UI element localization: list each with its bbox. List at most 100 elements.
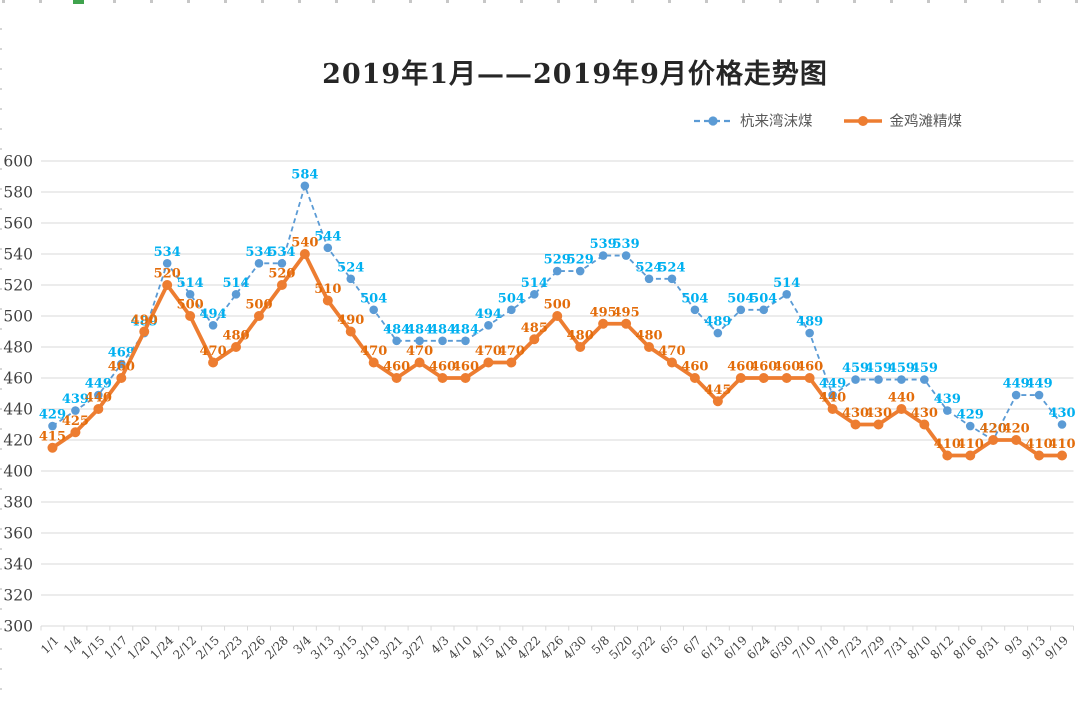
data-point-marker[interactable] — [759, 305, 769, 315]
data-point-marker[interactable] — [965, 450, 976, 461]
data-point-marker[interactable] — [690, 305, 700, 315]
data-point-marker[interactable] — [415, 336, 424, 346]
data-point-marker[interactable] — [369, 305, 378, 315]
data-point-marker[interactable] — [208, 321, 218, 330]
data-point-marker[interactable] — [346, 274, 356, 284]
data-point-marker[interactable] — [300, 181, 310, 191]
data-point-marker[interactable] — [345, 326, 356, 337]
data-point-label: 439 — [62, 392, 89, 407]
data-point-marker[interactable] — [575, 342, 586, 352]
data-point-marker[interactable] — [621, 251, 631, 260]
data-point-marker[interactable] — [47, 442, 58, 453]
data-point-marker[interactable] — [1011, 390, 1021, 400]
data-point-marker[interactable] — [437, 373, 448, 383]
data-point-marker[interactable] — [712, 396, 723, 407]
data-point-marker[interactable] — [276, 280, 287, 290]
data-point-marker[interactable] — [483, 357, 494, 368]
data-point-marker[interactable] — [851, 375, 860, 384]
data-point-marker[interactable] — [322, 295, 333, 306]
data-point-marker[interactable] — [689, 373, 700, 383]
data-point-marker[interactable] — [116, 373, 127, 383]
data-point-marker[interactable] — [391, 373, 402, 383]
data-point-marker[interactable] — [139, 326, 150, 337]
data-point-marker[interactable] — [185, 311, 196, 321]
data-point-marker[interactable] — [461, 336, 470, 346]
data-point-marker[interactable] — [368, 357, 379, 368]
data-point-label: 534 — [268, 245, 295, 260]
x-axis-label: 7/18 — [813, 633, 842, 662]
data-point-marker[interactable] — [965, 421, 975, 431]
data-point-marker[interactable] — [254, 259, 264, 268]
data-point-marker[interactable] — [919, 419, 930, 430]
data-point-marker[interactable] — [94, 390, 103, 400]
data-point-marker[interactable] — [392, 336, 401, 346]
data-point-marker[interactable] — [507, 305, 516, 315]
data-point-marker[interactable] — [781, 373, 792, 383]
data-point-marker[interactable] — [805, 328, 814, 338]
data-point-marker[interactable] — [71, 406, 80, 415]
data-point-marker[interactable] — [323, 243, 333, 253]
data-point-marker[interactable] — [1057, 420, 1067, 429]
data-point-marker[interactable] — [736, 305, 746, 315]
data-point-marker[interactable] — [460, 373, 471, 383]
data-point-marker[interactable] — [827, 404, 838, 414]
data-point-marker[interactable] — [850, 419, 861, 430]
data-point-marker[interactable] — [758, 373, 769, 383]
data-point-marker[interactable] — [988, 435, 999, 445]
data-point-label: 429 — [957, 408, 984, 423]
data-point-marker[interactable] — [1034, 390, 1044, 400]
data-point-marker[interactable] — [1034, 450, 1045, 461]
data-point-marker[interactable] — [299, 249, 310, 259]
data-point-marker[interactable] — [598, 318, 609, 329]
data-point-marker[interactable] — [1057, 450, 1068, 461]
data-point-marker[interactable] — [530, 290, 539, 299]
data-point-marker[interactable] — [598, 251, 608, 260]
data-point-marker[interactable] — [644, 274, 654, 284]
data-point-marker[interactable] — [666, 357, 677, 368]
data-point-marker[interactable] — [804, 373, 815, 383]
data-point-marker[interactable] — [874, 375, 883, 384]
data-point-marker[interactable] — [896, 404, 907, 414]
data-point-marker[interactable] — [231, 290, 241, 299]
data-point-marker[interactable] — [506, 357, 517, 368]
data-point-marker[interactable] — [575, 266, 585, 276]
data-point-marker[interactable] — [162, 259, 172, 268]
legend-item-series1[interactable]: 杭来湾沫煤 — [693, 110, 813, 131]
data-point-marker[interactable] — [231, 342, 242, 352]
data-point-marker[interactable] — [735, 373, 746, 383]
data-point-marker[interactable] — [484, 321, 493, 330]
data-point-marker[interactable] — [277, 259, 287, 268]
data-point-label: 534 — [245, 245, 272, 260]
data-point-marker[interactable] — [438, 336, 447, 346]
data-point-marker[interactable] — [185, 290, 195, 299]
data-point-marker[interactable] — [529, 334, 540, 345]
data-point-marker[interactable] — [621, 318, 632, 329]
data-point-marker[interactable] — [208, 357, 219, 368]
data-point-marker[interactable] — [942, 450, 953, 461]
data-point-marker[interactable] — [552, 266, 562, 276]
data-point-marker[interactable] — [828, 390, 837, 400]
data-point-marker[interactable] — [1011, 435, 1022, 445]
data-point-marker[interactable] — [873, 419, 884, 430]
data-point-marker[interactable] — [253, 311, 264, 321]
data-point-marker[interactable] — [644, 342, 655, 352]
data-point-marker[interactable] — [70, 427, 81, 438]
data-point-marker[interactable] — [897, 375, 906, 384]
data-point-marker[interactable] — [782, 290, 791, 299]
data-point-label: 495 — [590, 305, 617, 320]
data-point-marker[interactable] — [162, 280, 173, 290]
x-axis-label: 9/19 — [1042, 633, 1071, 662]
data-point-marker[interactable] — [117, 359, 126, 369]
data-point-marker[interactable] — [667, 274, 677, 284]
data-point-marker[interactable] — [48, 421, 57, 431]
data-point-marker[interactable] — [713, 328, 723, 338]
data-point-marker[interactable] — [552, 311, 563, 321]
data-point-marker[interactable] — [93, 404, 104, 414]
data-point-marker[interactable] — [943, 406, 952, 415]
legend-item-series2[interactable]: 金鸡滩精煤 — [843, 110, 962, 131]
spreadsheet-column-ticks — [2, 0, 1080, 3]
data-point-marker[interactable] — [414, 357, 425, 368]
x-axis-label: 1/17 — [101, 633, 130, 662]
data-point-marker[interactable] — [920, 375, 929, 384]
